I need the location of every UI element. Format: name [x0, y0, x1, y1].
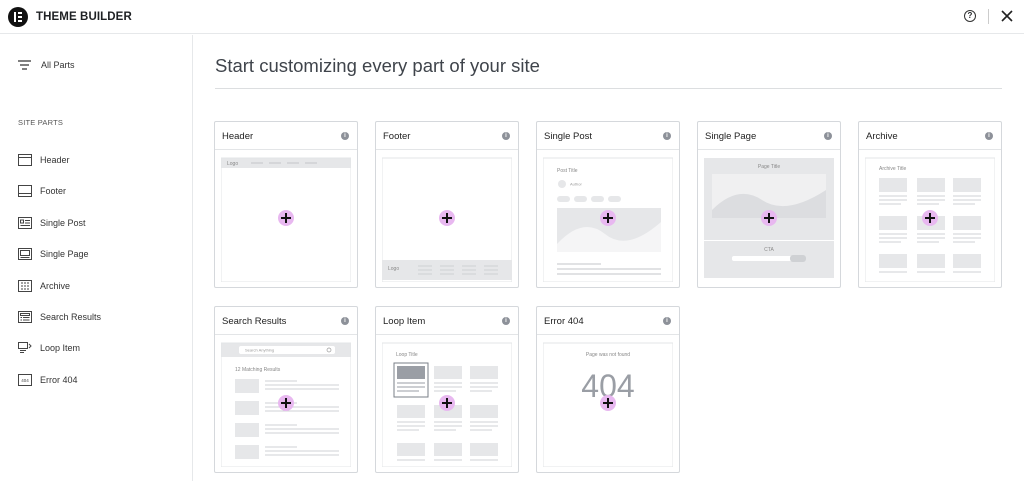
card-search-results[interactable]: Search Results i Search Anything 12 Matc… — [214, 306, 358, 473]
card-single-page[interactable]: Single Page i Page Title CTA — [697, 121, 841, 288]
top-bar: THEME BUILDER ? — [0, 0, 1024, 34]
sidebar-item-single-page[interactable]: Single Page — [18, 247, 89, 261]
card-header[interactable]: Header i Logo — [214, 121, 358, 288]
preview-post-title: Post Title — [557, 168, 578, 174]
sidebar-item-label: Single Page — [40, 249, 89, 259]
sidebar-item-label: Loop Item — [40, 343, 81, 353]
add-template-button[interactable] — [439, 395, 455, 411]
add-template-button[interactable] — [278, 395, 294, 411]
app-title: THEME BUILDER — [36, 11, 132, 23]
card-title: Error 404 — [544, 316, 584, 327]
error-404-icon: 404 — [18, 374, 32, 386]
card-header-bar: Footer i — [376, 122, 518, 150]
info-icon[interactable]: i — [985, 132, 993, 140]
card-header-bar: Error 404 i — [537, 307, 679, 335]
card-header-bar: Search Results i — [215, 307, 357, 335]
close-icon[interactable] — [999, 8, 1015, 24]
add-template-button[interactable] — [278, 210, 294, 226]
topbar-divider — [988, 9, 989, 24]
archive-icon — [18, 280, 32, 292]
preview-logo-text: Logo — [227, 161, 238, 167]
preview-not-found: Page was not found — [586, 352, 630, 358]
card-loop-item[interactable]: Loop Item i Loop Title — [375, 306, 519, 473]
search-results-icon — [18, 311, 32, 323]
filter-lines-icon — [18, 60, 31, 70]
preview-loop-title: Loop Title — [396, 352, 418, 358]
sidebar-item-footer[interactable]: Footer — [18, 184, 66, 198]
footer-preview: Logo — [382, 157, 512, 282]
single-post-icon — [18, 217, 32, 229]
main-content: Start customizing every part of your sit… — [194, 35, 1024, 481]
info-icon[interactable]: i — [824, 132, 832, 140]
card-title: Header — [222, 131, 254, 142]
card-header-bar: Header i — [215, 122, 357, 150]
info-icon[interactable]: i — [341, 317, 349, 325]
preview-logo-text: Logo — [388, 266, 399, 272]
card-title: Single Page — [705, 131, 757, 142]
card-title: Archive — [866, 131, 898, 142]
info-icon[interactable]: i — [663, 317, 671, 325]
card-error-404[interactable]: Error 404 i Page was not found 404 — [536, 306, 680, 473]
elementor-logo-icon — [8, 7, 28, 27]
sidebar-item-single-post[interactable]: Single Post — [18, 216, 86, 230]
add-template-button[interactable] — [600, 395, 616, 411]
loop-item-preview: Loop Title — [382, 342, 512, 467]
add-template-button[interactable] — [439, 210, 455, 226]
all-parts-label: All Parts — [41, 60, 75, 70]
title-divider — [215, 88, 1002, 89]
card-title: Search Results — [222, 316, 287, 327]
preview-archive-title: Archive Title — [879, 166, 906, 172]
card-title: Loop Item — [383, 316, 426, 327]
svg-text:404: 404 — [21, 378, 29, 383]
footer-icon — [18, 185, 32, 197]
add-template-button[interactable] — [922, 210, 938, 226]
sidebar-item-error-404[interactable]: 404 Error 404 — [18, 373, 78, 387]
site-parts-heading: SITE PARTS — [18, 118, 64, 127]
sidebar-item-label: Footer — [40, 186, 67, 196]
sidebar-item-label: Archive — [40, 281, 71, 291]
info-icon[interactable]: i — [341, 132, 349, 140]
header-icon — [18, 154, 32, 166]
card-archive[interactable]: Archive i Archive Title — [858, 121, 1002, 288]
card-footer[interactable]: Footer i Logo — [375, 121, 519, 288]
info-icon[interactable]: i — [502, 317, 510, 325]
add-template-button[interactable] — [600, 210, 616, 226]
card-header-bar: Loop Item i — [376, 307, 518, 335]
card-title: Footer — [383, 131, 411, 142]
sidebar-item-archive[interactable]: Archive — [18, 279, 70, 293]
preview-cta: CTA — [764, 247, 774, 253]
add-template-button[interactable] — [761, 210, 777, 226]
sidebar-item-label: Header — [40, 155, 70, 165]
info-icon[interactable]: i — [502, 132, 510, 140]
sidebar-item-search-results[interactable]: Search Results — [18, 310, 101, 324]
card-header-bar: Single Post i — [537, 122, 679, 150]
preview-matching: 12 Matching Results — [235, 367, 281, 373]
single-page-icon — [18, 248, 32, 260]
card-header-bar: Archive i — [859, 122, 1001, 150]
all-parts-link[interactable]: All Parts — [18, 58, 75, 72]
preview-author: Author — [570, 182, 582, 187]
preview-page-title: Page Title — [758, 164, 780, 170]
sidebar-item-label: Single Post — [40, 218, 86, 228]
sidebar-item-label: Error 404 — [40, 375, 78, 385]
card-single-post[interactable]: Single Post i Post Title Author — [536, 121, 680, 288]
info-icon[interactable]: i — [663, 132, 671, 140]
search-results-preview: Search Anything 12 Matching Results — [221, 342, 351, 467]
sidebar-item-loop-item[interactable]: Loop Item — [18, 341, 80, 355]
sidebar-item-header[interactable]: Header — [18, 153, 70, 167]
preview-search-value: Search Anything — [245, 348, 274, 353]
loop-item-icon — [18, 342, 32, 353]
card-title: Single Post — [544, 131, 593, 142]
help-icon[interactable]: ? — [964, 10, 976, 22]
sidebar: All Parts SITE PARTS Header Footer Singl… — [0, 35, 193, 481]
header-preview: Logo — [221, 157, 351, 282]
page-title: Start customizing every part of your sit… — [215, 55, 540, 76]
card-header-bar: Single Page i — [698, 122, 840, 150]
sidebar-item-label: Search Results — [40, 312, 102, 322]
